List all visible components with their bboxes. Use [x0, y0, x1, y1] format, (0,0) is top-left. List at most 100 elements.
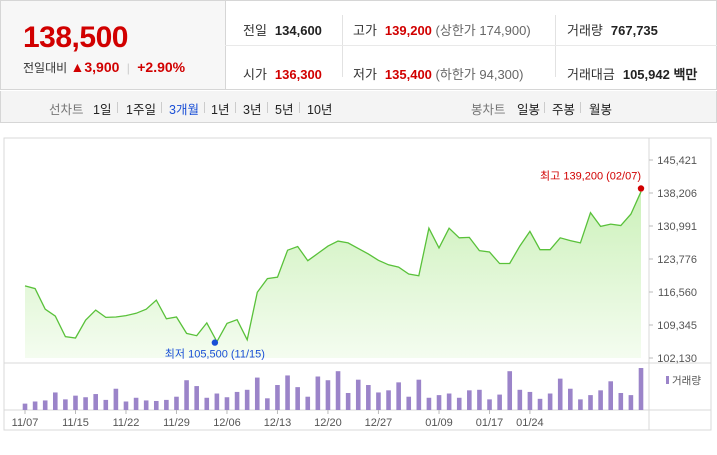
volume-bar — [426, 397, 432, 410]
volume-bar — [315, 376, 321, 410]
volume-bar — [598, 390, 603, 410]
price-line — [24, 191, 642, 344]
period-10y[interactable]: 10년 — [307, 103, 333, 117]
x-tick-label: 12/06 — [213, 417, 241, 429]
volume-bar — [153, 400, 159, 410]
volume-bar — [73, 395, 78, 410]
y-axis-labels: 145,421 138,206 130,991 123,776 116,560 109,3… — [657, 155, 697, 365]
x-axis-labels: 11/07 11/15 11/22 11/29 12/06 12/13 12/20 12/27… — [12, 417, 544, 429]
volume-bar — [93, 394, 98, 410]
volume-bar — [335, 371, 341, 410]
volume-legend: 거래량 — [666, 375, 701, 387]
divider — [342, 15, 343, 77]
volume-bar — [174, 396, 179, 410]
line-chart-label: 선차트 — [49, 103, 84, 117]
volume: 거래량 767,735 — [567, 23, 658, 38]
candle-daily[interactable]: 일봉 — [517, 103, 541, 117]
volume-bar — [184, 380, 189, 410]
volume-bar — [143, 400, 149, 410]
volume-bar — [42, 400, 48, 410]
volume-bar — [507, 371, 513, 410]
extreme-markers: 최고 139,200 (02/07) 최저 105,500 (11/15) — [165, 169, 645, 361]
y-tick-label: 123,776 — [657, 254, 697, 266]
volume-bar — [295, 387, 300, 410]
period-3y[interactable]: 3년 — [243, 103, 262, 117]
volume-bar — [103, 399, 109, 410]
x-tick-label: 11/07 — [12, 417, 39, 429]
candle-weekly[interactable]: 주봉 — [552, 103, 576, 117]
period-3m[interactable]: 3개월 — [169, 103, 199, 117]
candle-chart-label: 봉차트 — [471, 103, 506, 117]
volume-bar — [285, 375, 290, 410]
max-marker — [637, 185, 645, 192]
volume-bar — [244, 389, 250, 410]
volume-bar — [578, 399, 583, 410]
y-tick-label: 138,206 — [657, 188, 697, 200]
price-chart: 145,421 138,206 130,991 123,776 116,560 109,3… — [3, 137, 712, 431]
volume-bar — [325, 380, 331, 410]
volume-legend-swatch — [666, 376, 669, 384]
volume-bar — [406, 396, 412, 410]
volume-bar — [133, 397, 139, 410]
open: 시가 136,300 — [243, 67, 322, 82]
x-tick-label: 01/24 — [516, 417, 544, 429]
volume-bar — [436, 395, 442, 410]
x-tick-label: 01/09 — [425, 417, 453, 429]
candle-monthly[interactable]: 월봉 — [589, 103, 613, 117]
y-tick-label: 116,560 — [658, 287, 697, 299]
volume-bar — [386, 390, 391, 410]
volume-legend-label: 거래량 — [672, 375, 701, 387]
y-tick-label: 109,345 — [657, 320, 697, 332]
volume-bar — [254, 377, 260, 410]
volume-bar — [194, 386, 199, 410]
volume-bars — [22, 368, 644, 410]
volume-bar — [376, 392, 381, 410]
min-label: 최저 105,500 (11/15) — [165, 348, 265, 361]
period-1w[interactable]: 1주일 — [126, 103, 156, 117]
volume-bar — [618, 392, 624, 410]
volume-bar — [355, 379, 361, 410]
change-abs: 3,900 — [84, 59, 120, 75]
current-price: 138,500 — [23, 21, 128, 54]
volume-bar — [446, 393, 452, 410]
x-tick-label: 01/17 — [476, 417, 504, 429]
volume-bar — [164, 399, 169, 410]
volume-bar — [497, 394, 502, 410]
volume-bar — [52, 392, 58, 410]
x-tick-label: 12/27 — [365, 417, 393, 429]
volume-bar — [487, 399, 492, 410]
change-row: 전일대비 ▲3,900 | +2.90% — [23, 59, 185, 76]
volume-bar — [547, 393, 553, 410]
price-area — [25, 191, 641, 358]
max-label: 최고 139,200 (02/07) — [540, 169, 641, 182]
y-tick-label: 130,991 — [657, 221, 697, 233]
volume-bar — [22, 403, 28, 410]
volume-bar — [467, 390, 472, 410]
quote-summary: 138,500 전일대비 ▲3,900 | +2.90% 전일 134,600 고… — [0, 0, 717, 90]
volume-bar — [456, 397, 462, 410]
volume-bar — [204, 397, 210, 410]
volume-bar — [588, 395, 593, 410]
volume-bar — [638, 368, 644, 410]
x-tick-label: 12/13 — [264, 417, 292, 429]
volume-bar — [628, 395, 634, 410]
period-5y[interactable]: 5년 — [275, 103, 294, 117]
x-tick-label: 11/22 — [113, 417, 140, 429]
divider — [555, 15, 556, 77]
volume-bar — [63, 399, 68, 410]
x-tick-label: 11/29 — [163, 417, 190, 429]
divider — [225, 45, 717, 46]
volume-bar — [416, 379, 422, 410]
change-label: 전일대비 — [23, 61, 68, 75]
high: 고가 139,200 (상한가 174,900) — [353, 23, 531, 38]
volume-bar — [234, 391, 240, 410]
x-tick-label: 11/15 — [62, 417, 89, 429]
period-1y[interactable]: 1년 — [211, 103, 230, 117]
change-pct: +2.90% — [137, 59, 186, 75]
volume-bar — [113, 388, 119, 410]
volume-bar — [265, 398, 270, 410]
period-1d[interactable]: 1일 — [93, 103, 112, 117]
volume-bar — [224, 397, 230, 410]
volume-bar — [123, 401, 129, 410]
up-triangle-icon: ▲ — [70, 59, 85, 75]
